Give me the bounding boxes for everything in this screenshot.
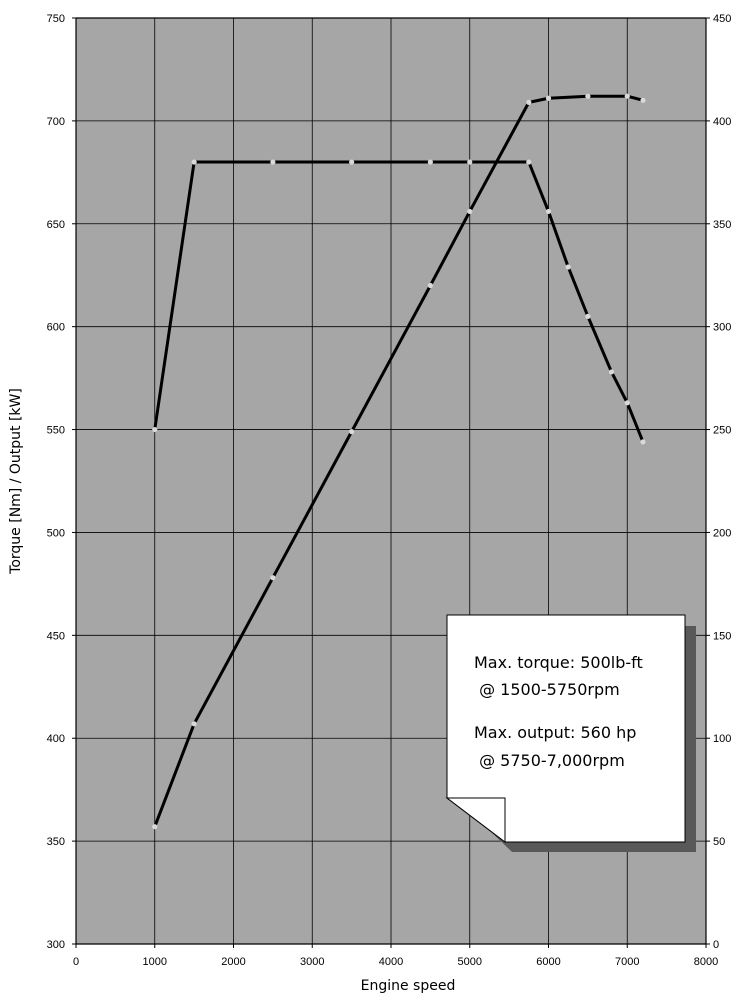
x-tick-label: 8000 (694, 956, 718, 968)
y-tick-label: 750 (47, 13, 65, 25)
series-1-point (349, 159, 355, 165)
y-tick-label: 450 (47, 630, 65, 642)
y2-tick-label: 50 (713, 836, 725, 848)
series-2-point (640, 97, 646, 103)
series-2-point (191, 721, 197, 727)
series-1-point (545, 208, 552, 215)
y2-tick-label: 200 (713, 527, 731, 539)
series-2-point (349, 429, 355, 435)
note-line-4: @ 5750-7,000rpm (474, 751, 625, 770)
series-1-point (467, 159, 473, 165)
annotation-note: Max. torque: 500lb-ft @ 1500-5750rpm Max… (445, 614, 696, 852)
y2-tick-label: 300 (713, 322, 731, 334)
y-tick-label: 650 (47, 219, 65, 231)
series-2-point (152, 824, 158, 830)
series-1-point (624, 400, 630, 406)
x-tick-label: 6000 (536, 956, 560, 968)
x-tick-label: 1000 (143, 956, 167, 968)
y-axis-title: Torque [Nm] / Output [kW] (8, 388, 24, 575)
series-1-point (270, 159, 276, 165)
y-tick-label: 300 (47, 939, 65, 951)
y2-tick-label: 150 (713, 630, 731, 642)
series-1-point (640, 439, 646, 445)
series-1-point (608, 369, 615, 375)
series-group (152, 93, 646, 830)
y2-axis-ticks: 0 50 100 150 200 250 300 350 400 450 (706, 13, 731, 951)
note-paper (446, 614, 686, 843)
x-axis-ticks: 0 1000 2000 3000 4000 5000 6000 7000 8000 (73, 944, 718, 968)
series-2-point (467, 208, 473, 215)
series-1-point (152, 426, 158, 433)
series-1-point (427, 159, 433, 165)
series-1-point (585, 313, 591, 319)
x-tick-label: 2000 (221, 956, 245, 968)
note-line-2: @ 1500-5750rpm (474, 680, 620, 699)
y2-tick-label: 450 (713, 13, 731, 25)
series-1-point (565, 264, 571, 270)
x-axis-title: Engine speed (361, 978, 456, 994)
series-2-point (270, 575, 276, 581)
x-tick-label: 0 (73, 956, 79, 968)
y-tick-label: 550 (47, 425, 65, 437)
y-tick-label: 600 (47, 322, 65, 334)
series-2-point (545, 95, 552, 101)
series-1-point (526, 159, 532, 165)
series-1-point (191, 159, 197, 165)
series-2-point (526, 99, 532, 105)
series-2-point (624, 93, 630, 99)
y-axis-ticks: 300 350 400 450 500 550 600 650 700 750 (47, 13, 76, 951)
y-tick-label: 500 (47, 527, 65, 539)
note-line-3: Max. output: 560 hp (474, 723, 636, 742)
note-line-1: Max. torque: 500lb-ft (474, 653, 643, 672)
y-tick-label: 400 (47, 733, 65, 745)
x-tick-label: 5000 (458, 956, 482, 968)
note-fold (445, 797, 506, 844)
y-tick-label: 350 (47, 836, 65, 848)
y2-tick-label: 100 (713, 733, 731, 745)
x-tick-label: 4000 (379, 956, 403, 968)
x-tick-label: 3000 (300, 956, 324, 968)
y-tick-label: 700 (47, 116, 65, 128)
x-tick-label: 7000 (615, 956, 639, 968)
y2-tick-label: 0 (713, 939, 719, 951)
y2-tick-label: 400 (713, 116, 731, 128)
series-2-point (427, 282, 433, 289)
series-2-point (585, 93, 591, 99)
y2-tick-label: 350 (713, 219, 731, 231)
y2-tick-label: 250 (713, 425, 731, 437)
